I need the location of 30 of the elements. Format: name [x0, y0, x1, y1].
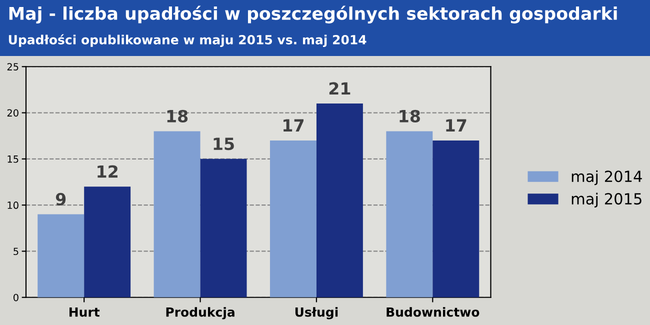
legend-label: maj 2014: [572, 170, 642, 186]
legend-label: maj 2015: [572, 192, 642, 208]
x-tick-label: Budownictwo: [386, 307, 480, 317]
y-tick-label: 20: [7, 109, 18, 117]
bar: [200, 158, 247, 298]
data-label: 17: [284, 119, 304, 132]
bar: [432, 140, 480, 298]
chart-title: Maj - liczba upadłości w poszczególnych sektorach gospodarki: [9, 6, 617, 24]
bar: [154, 131, 200, 298]
bar: [316, 104, 363, 298]
y-tick-label: 10: [8, 202, 18, 209]
y-tick-label: 0: [14, 294, 18, 302]
x-tick-label: Produkcja: [166, 307, 234, 320]
bar: [84, 186, 131, 298]
data-label: 15: [214, 138, 234, 150]
bar: [38, 214, 84, 298]
chart-subtitle: Upadłości opublikowane w maju 2015 vs. maj 2014: [8, 34, 366, 47]
bar: [270, 140, 316, 298]
y-tick-label: 15: [8, 156, 18, 163]
data-label: 21: [329, 82, 350, 95]
data-label: 12: [98, 165, 118, 178]
data-label: 9: [56, 192, 66, 206]
data-label: 18: [167, 110, 188, 122]
y-tick-label: 25: [7, 63, 18, 70]
data-label: 18: [400, 110, 420, 122]
bar: [386, 131, 433, 298]
x-tick-label: Usługi: [295, 307, 338, 320]
data-label: 17: [446, 119, 466, 132]
x-tick-label: Hurt: [69, 307, 100, 317]
y-tick-label: 5: [14, 248, 18, 256]
